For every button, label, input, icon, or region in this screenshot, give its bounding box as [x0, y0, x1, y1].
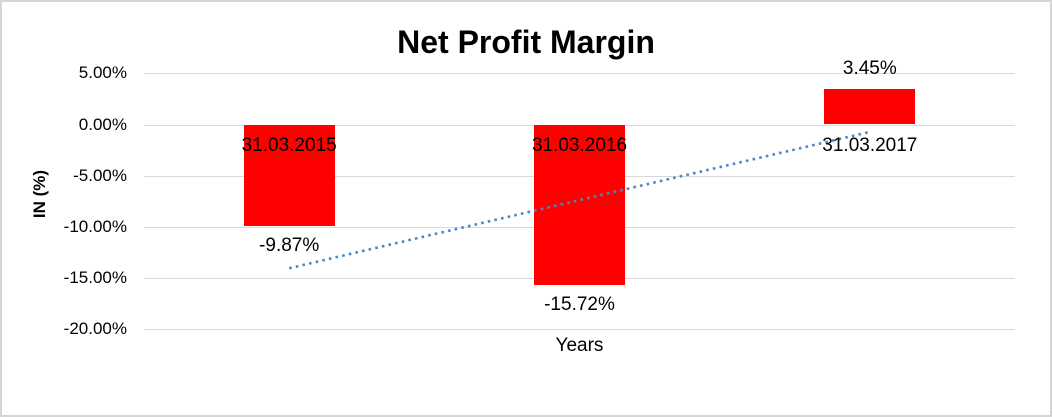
ytick-label: -20.00% — [63, 319, 127, 339]
category-label: 31.03.2015 — [241, 134, 337, 156]
category-label: 31.03.2017 — [822, 134, 918, 156]
value-label: -15.72% — [544, 294, 615, 316]
value-label: -9.87% — [259, 234, 320, 256]
ytick-label: -10.00% — [63, 216, 127, 236]
gridline--20.00% — [144, 329, 1015, 331]
value-label: 3.45% — [842, 58, 897, 80]
category-label: 31.03.2016 — [531, 134, 628, 156]
ytick-label: 0.00% — [78, 114, 127, 134]
bar-31.03.2017 — [824, 89, 916, 125]
chart-title: Net Profit Margin — [397, 24, 655, 60]
gridline-5.00% — [144, 73, 1015, 75]
ytick-label: -5.00% — [73, 165, 127, 185]
x-axis-title: Years — [555, 335, 604, 356]
ytick-label: -15.00% — [63, 268, 127, 288]
ytick-label: 5.00% — [78, 63, 127, 83]
